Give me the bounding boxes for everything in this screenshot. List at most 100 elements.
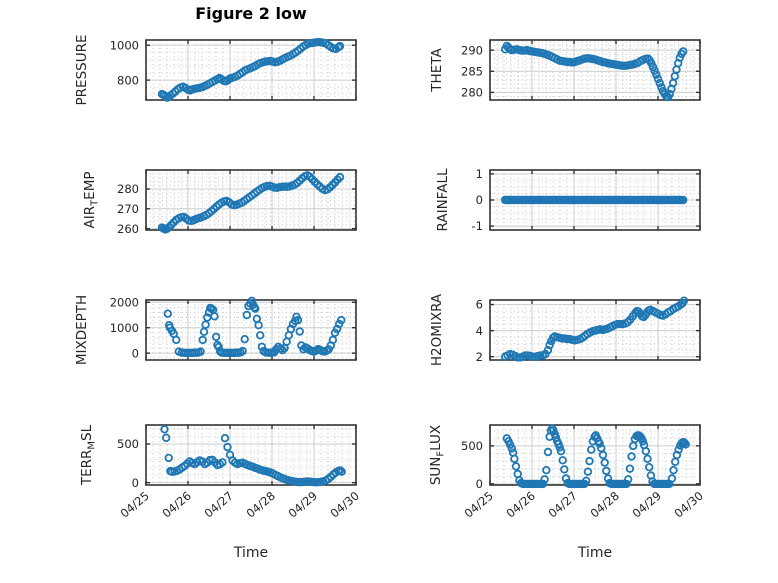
data-point-marker: [681, 440, 690, 449]
data-points: [500, 195, 688, 205]
data-point-marker: [510, 454, 519, 463]
data-points: [502, 424, 690, 489]
data-point-marker: [337, 315, 346, 325]
axes-box: [145, 169, 357, 231]
data-point-marker: [528, 352, 537, 361]
data-point-marker: [196, 347, 205, 356]
y-tick-label: 0: [476, 477, 483, 491]
x-tick-label: 04/30: [672, 489, 706, 521]
x-tick-label: 04/25: [462, 489, 496, 521]
major-grid: [146, 425, 356, 485]
data-point-marker: [201, 320, 210, 329]
data-points: [500, 296, 689, 362]
data-point-marker: [644, 463, 654, 472]
data-point-marker: [163, 309, 172, 318]
tick-marks: [145, 300, 357, 360]
minor-grid: [490, 300, 700, 360]
subplot-theta: 280 285 290 THETA: [429, 39, 701, 102]
axes-box: [145, 424, 357, 486]
data-point-marker: [242, 310, 251, 320]
data-point-marker: [218, 458, 227, 467]
data-point-marker: [335, 172, 345, 182]
data-point-marker: [638, 437, 648, 446]
tick-marks: [489, 170, 701, 230]
y-tick-label: 2: [476, 350, 483, 364]
data-point-marker: [238, 346, 247, 356]
subplot-sun-flux: 0 500 SUNFLUX 04/25 04/26 04/27 04/28 04/29 04/3…: [428, 424, 706, 561]
data-point-marker: [198, 335, 207, 345]
data-point-marker: [625, 464, 635, 473]
data-point-marker: [542, 466, 551, 475]
data-point-marker: [669, 466, 678, 475]
data-point-marker: [602, 466, 611, 476]
data-point-marker: [223, 442, 232, 452]
data-point-marker: [678, 195, 688, 205]
tick-marks: [145, 425, 357, 485]
data-point-marker: [278, 345, 287, 355]
subplot-pressure: 800 1000 PRESSURE: [74, 35, 357, 105]
y-tick-label: 0: [132, 346, 139, 360]
minor-grid: [490, 170, 700, 230]
subplot-air-temp: 260 270 280 AIRTEMP: [82, 169, 357, 236]
data-point-marker: [538, 479, 548, 489]
subplot-mixdepth: 0 1000 2000 MIXDEPTH: [74, 295, 357, 365]
data-point-marker: [627, 452, 636, 461]
subplot-terr-msl: 0 500 TERRMSL 04/25 04/26 04/27 04/28 04/29 04/3…: [79, 424, 362, 561]
subplot-h2omixra: 2 4 6 H2OMIXRA: [429, 293, 701, 366]
x-tick-label: 04/28: [588, 489, 622, 521]
y-axis-label: RAINFALL: [435, 168, 451, 231]
data-point-marker: [254, 321, 263, 330]
data-point-marker: [558, 456, 567, 465]
tick-marks: [145, 40, 357, 100]
y-axis-label: TERRMSL: [79, 424, 98, 486]
y-tick-label: 6: [476, 298, 483, 312]
data-point-marker: [652, 70, 661, 79]
y-tick-label: 285: [461, 64, 483, 78]
x-tick-label: 04/27: [202, 489, 236, 521]
data-point-marker: [583, 467, 593, 476]
data-point-marker: [655, 78, 664, 88]
data-points: [500, 41, 688, 102]
data-point-marker: [600, 458, 609, 467]
data-point-marker: [511, 462, 521, 471]
data-point-marker: [255, 331, 265, 340]
data-point-marker: [257, 342, 267, 351]
data-point-marker: [160, 425, 169, 434]
data-points: [163, 296, 346, 358]
data-point-marker: [667, 474, 677, 483]
y-tick-label: 800: [117, 73, 139, 87]
data-points: [157, 171, 345, 234]
axes-box: [489, 424, 701, 486]
minor-grid: [146, 40, 356, 100]
y-axis-label: AIRTEMP: [82, 171, 101, 228]
data-point-marker: [581, 476, 591, 485]
axes-box: [489, 39, 701, 101]
x-axis-label: Time: [577, 545, 612, 561]
data-point-marker: [250, 304, 260, 313]
y-tick-label: 4: [476, 324, 483, 338]
data-point-marker: [674, 445, 683, 454]
subplot-rainfall: -1 0 1 RAINFALL: [435, 167, 701, 233]
data-point-marker: [164, 453, 173, 463]
x-tick-label: 04/29: [630, 489, 664, 521]
data-point-marker: [543, 346, 553, 355]
y-tick-label: 260: [117, 222, 139, 236]
y-tick-label: 270: [117, 202, 139, 216]
y-axis-label: THETA: [429, 48, 445, 93]
y-tick-label: 280: [117, 182, 139, 196]
axes-box: [145, 39, 357, 101]
data-point-marker: [670, 457, 680, 466]
data-points: [160, 425, 346, 487]
data-point-marker: [337, 467, 346, 476]
data-point-marker: [220, 433, 230, 443]
data-point-marker: [507, 444, 516, 453]
data-point-marker: [328, 335, 338, 345]
x-axis-label: Time: [233, 545, 268, 561]
data-point-marker: [595, 439, 604, 448]
data-point-marker: [247, 296, 256, 305]
x-tick-label: 04/30: [328, 489, 362, 521]
data-point-marker: [210, 312, 219, 321]
data-point-marker: [335, 41, 345, 51]
y-tick-label: 2000: [110, 295, 139, 309]
